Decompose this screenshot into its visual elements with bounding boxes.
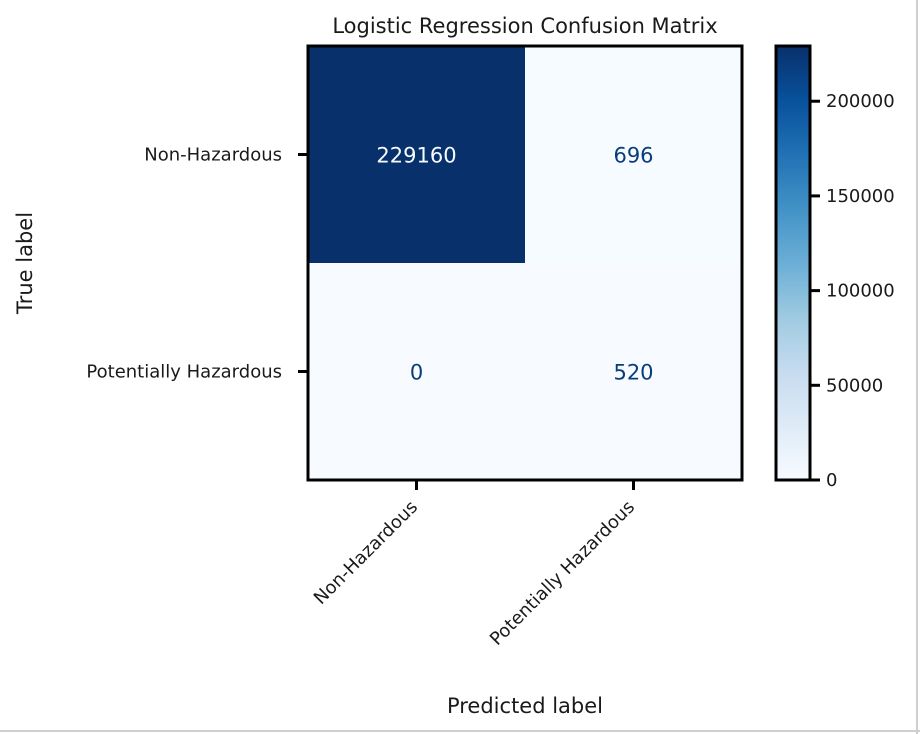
colorbar-frame [774, 44, 812, 482]
matrix-cell [525, 46, 742, 263]
colorbar-tick-label: 150000 [826, 186, 895, 207]
y-tick-label: Non-Hazardous [144, 145, 282, 166]
cell-value-label: 0 [410, 361, 423, 385]
matrix-cell [525, 263, 742, 480]
y-axis-ticks: Non-Hazardous Potentially Hazardous [86, 145, 308, 383]
colorbar-ticks: 0 50000 100000 150000 200000 [810, 91, 895, 491]
colorbar-gradient [776, 46, 810, 480]
matrix-cell [308, 263, 525, 480]
colorbar-tick-label: 0 [826, 470, 837, 491]
chart-title: Logistic Regression Confusion Matrix [332, 14, 717, 38]
x-tick-label: Non-Hazardous [310, 497, 422, 609]
y-tick-label: Potentially Hazardous [86, 362, 282, 383]
x-tick-label: Potentially Hazardous [486, 497, 639, 650]
cell-value-label: 696 [613, 144, 653, 168]
matrix-cell-labels: 229160 696 0 520 [376, 144, 653, 385]
cell-value-label: 520 [613, 361, 653, 385]
colorbar-tick-label: 100000 [826, 281, 895, 302]
matrix-cell [308, 46, 525, 263]
y-axis-label: True label [13, 212, 37, 315]
matrix-frame [306, 44, 744, 482]
x-axis-ticks: Non-Hazardous Potentially Hazardous [310, 480, 639, 650]
colorbar-tick-label: 200000 [826, 91, 895, 112]
colorbar-tick-label: 50000 [826, 375, 883, 396]
cell-value-label: 229160 [376, 144, 456, 168]
x-axis-label: Predicted label [447, 694, 603, 718]
matrix-cells [308, 46, 742, 480]
